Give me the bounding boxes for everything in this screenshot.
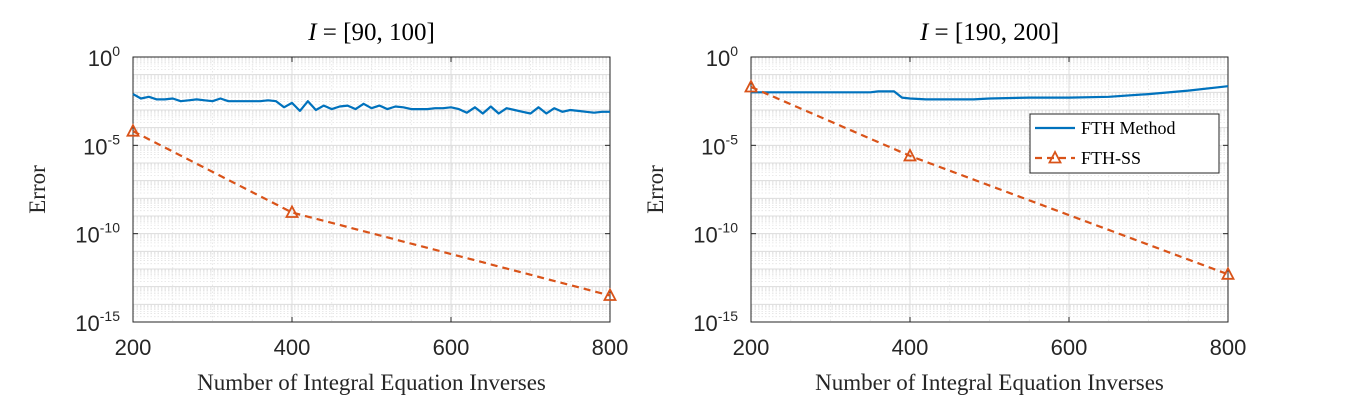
x-tick-label: 400	[274, 335, 311, 360]
title-interval: = [190, 200]	[928, 19, 1059, 46]
title-variable: I	[307, 19, 318, 46]
x-tick-label: 600	[1051, 335, 1088, 360]
y-tick-label: 10-5	[701, 131, 738, 159]
y-tick-base: 10	[693, 311, 717, 336]
y-tick-exponent: -10	[100, 220, 120, 236]
axes-box	[750, 56, 1229, 323]
y-tick-label: 10-15	[693, 308, 738, 336]
y-tick-exponent: -5	[108, 131, 121, 147]
y-tick-label: 100	[88, 43, 120, 71]
data-point-fth-ss	[744, 79, 758, 93]
y-tick-base: 10	[701, 134, 725, 159]
y-axis-label: Error	[25, 165, 50, 214]
data-point-fth-ss	[603, 287, 617, 301]
y-tick-exponent: -5	[726, 131, 739, 147]
y-tick-exponent: -15	[100, 308, 120, 324]
y-tick-base: 10	[88, 46, 112, 71]
legend-marker-fth-ss	[1048, 150, 1062, 164]
y-tick-exponent: -10	[718, 220, 738, 236]
y-tick-base: 10	[83, 134, 107, 159]
series-line-fth-ss	[132, 130, 611, 297]
data-point-fth-ss	[126, 123, 140, 137]
series-line-fth-ss	[750, 85, 1229, 276]
x-tick-label: 200	[115, 335, 152, 360]
x-tick-label: 800	[592, 335, 629, 360]
y-tick-base: 10	[693, 223, 717, 248]
series-line-fth	[751, 85, 1229, 101]
y-tick-label: 10-5	[83, 131, 120, 159]
legend-label-fth: FTH Method	[1081, 118, 1176, 138]
y-tick-label: 100	[706, 43, 738, 71]
axes-box	[132, 56, 611, 323]
y-tick-exponent: 0	[112, 43, 120, 59]
data-point-fth-ss	[1221, 266, 1235, 280]
y-tick-exponent: -15	[718, 308, 738, 324]
x-tick-label: 600	[433, 335, 470, 360]
data-point-fth-ss	[285, 204, 299, 218]
y-tick-base: 10	[75, 311, 99, 336]
chart-title: I = [190, 200]	[919, 19, 1059, 46]
legend: FTH Method FTH-SS	[1029, 113, 1220, 174]
x-axis-label: Number of Integral Equation Inverses	[197, 370, 546, 395]
x-tick-label: 800	[1210, 335, 1247, 360]
title-variable: I	[919, 19, 930, 46]
title-interval: = [90, 100]	[317, 19, 435, 46]
x-axis-label: Number of Integral Equation Inverses	[815, 370, 1164, 395]
x-tick-label: 200	[733, 335, 770, 360]
chart-title: I = [90, 100]	[307, 19, 435, 46]
y-tick-label: 10-10	[75, 220, 120, 248]
x-tick-label: 400	[892, 335, 929, 360]
legend-label-fth-ss: FTH-SS	[1081, 148, 1141, 168]
series-line-fth	[132, 93, 610, 115]
y-tick-label: 10-15	[75, 308, 120, 336]
y-tick-base: 10	[706, 46, 730, 71]
y-tick-label: 10-10	[693, 220, 738, 248]
data-point-fth-ss	[903, 147, 917, 162]
y-axis-label: Error	[643, 165, 668, 214]
y-tick-exponent: 0	[730, 43, 738, 59]
y-tick-base: 10	[75, 223, 99, 248]
